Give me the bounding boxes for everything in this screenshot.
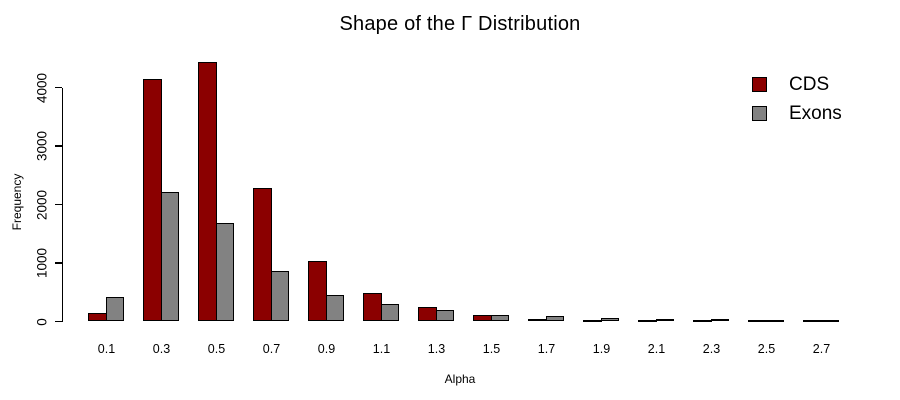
x-axis-title: Alpha bbox=[444, 372, 476, 386]
x-tick-label: 1.7 bbox=[537, 342, 556, 356]
bar-exons-1.3 bbox=[435, 309, 454, 322]
bar-cds-1.3 bbox=[418, 307, 437, 322]
x-tick-label: 2.3 bbox=[702, 342, 721, 356]
x-tick-label: 1.1 bbox=[372, 342, 391, 356]
x-tick-label: 0.9 bbox=[317, 342, 336, 356]
x-tick-label: 0.5 bbox=[207, 342, 226, 356]
bar-cds-0.3 bbox=[143, 78, 162, 322]
bar-exons-1.7 bbox=[545, 315, 564, 322]
bar-cds-2.1 bbox=[638, 319, 657, 322]
x-tick-label: 1.3 bbox=[427, 342, 446, 356]
y-axis-line bbox=[62, 87, 64, 322]
y-tick-label: 3000 bbox=[34, 130, 50, 162]
bar-exons-2.1 bbox=[655, 318, 674, 322]
bar-cds-0.9 bbox=[308, 261, 327, 322]
bar-exons-1.9 bbox=[600, 317, 619, 322]
legend-label-exons: Exons bbox=[789, 103, 842, 124]
bar-cds-0.1 bbox=[88, 312, 107, 322]
bar-exons-0.5 bbox=[215, 223, 234, 322]
chart-title: Shape of the Γ Distribution bbox=[339, 13, 581, 35]
y-axis-tick bbox=[55, 320, 62, 323]
bar-cds-1.7 bbox=[528, 318, 547, 322]
legend-swatch-cds bbox=[752, 77, 767, 92]
bar-exons-1.5 bbox=[490, 315, 509, 322]
bar-exons-2.7 bbox=[820, 319, 839, 322]
bar-cds-2.3 bbox=[693, 319, 712, 322]
bar-cds-0.5 bbox=[198, 61, 217, 322]
y-axis-tick bbox=[55, 86, 62, 89]
legend-label-cds: CDS bbox=[789, 74, 830, 95]
bar-exons-1.1 bbox=[380, 303, 399, 322]
bar-exons-0.9 bbox=[325, 295, 344, 322]
bar-cds-0.7 bbox=[253, 188, 272, 322]
y-axis-tick bbox=[55, 262, 62, 264]
y-tick-label: 0 bbox=[34, 317, 50, 326]
bar-cds-2.5 bbox=[748, 319, 767, 322]
x-tick-label: 1.5 bbox=[482, 342, 501, 356]
bar-exons-2.3 bbox=[710, 318, 729, 322]
bar-cds-1.9 bbox=[583, 319, 602, 322]
bar-exons-0.3 bbox=[160, 192, 179, 322]
x-tick-label: 2.7 bbox=[812, 342, 831, 356]
legend-swatch-exons bbox=[752, 106, 767, 121]
bar-exons-0.7 bbox=[270, 270, 289, 322]
bar-cds-2.7 bbox=[803, 319, 822, 322]
y-tick-label: 2000 bbox=[34, 189, 50, 220]
y-tick-label: 1000 bbox=[34, 247, 50, 279]
legend: CDS Exons bbox=[752, 75, 842, 133]
bar-cds-1.1 bbox=[363, 293, 382, 322]
bar-exons-0.1 bbox=[105, 296, 124, 322]
legend-item-exons: Exons bbox=[752, 104, 842, 123]
y-axis-tick bbox=[55, 203, 62, 206]
x-tick-label: 0.1 bbox=[97, 342, 116, 356]
bar-exons-2.5 bbox=[765, 319, 784, 322]
x-tick-label: 2.1 bbox=[647, 342, 666, 356]
bar-cds-1.5 bbox=[473, 315, 492, 322]
x-tick-label: 1.9 bbox=[592, 342, 611, 356]
y-tick-label: 4000 bbox=[34, 72, 50, 103]
legend-item-cds: CDS bbox=[752, 75, 842, 94]
x-tick-label: 0.7 bbox=[262, 342, 281, 356]
x-tick-label: 2.5 bbox=[757, 342, 776, 356]
y-axis-tick bbox=[55, 145, 62, 147]
x-tick-label: 0.3 bbox=[152, 342, 171, 356]
